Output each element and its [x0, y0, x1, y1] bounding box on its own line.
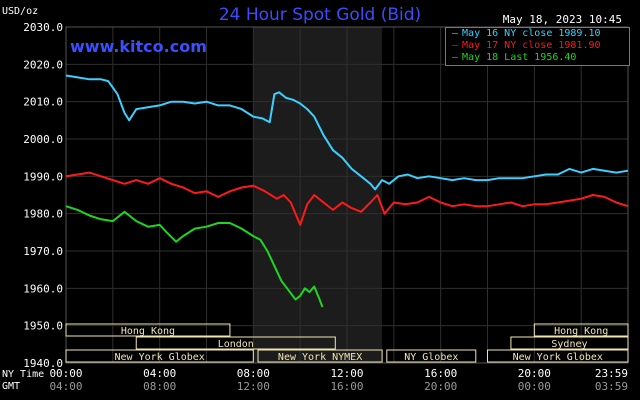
x-tick-label-ny: 12:00: [330, 367, 363, 380]
legend-item: – May 17 NY close 1981.90: [446, 40, 629, 52]
x-tick-label-gmt: 20:00: [424, 380, 457, 393]
legend-label: May 16 NY close 1989.10: [462, 28, 601, 39]
legend-label: May 18 Last 1956.40: [462, 52, 577, 63]
y-tick-label: 2030.0: [23, 21, 63, 34]
y-tick-label: 2010.0: [23, 96, 63, 109]
session-label: NY Globex: [404, 352, 458, 363]
x-tick-label-gmt: 08:00: [143, 380, 176, 393]
y-tick-label: 1980.0: [23, 208, 63, 221]
chart-legend: – May 16 NY close 1989.10 – May 17 NY clos…: [445, 27, 630, 66]
y-tick-label: 1990.0: [23, 170, 63, 183]
y-tick-label: 1950.0: [23, 320, 63, 333]
legend-dash-icon: –: [452, 40, 459, 51]
chart-title: 24 Hour Spot Gold (Bid): [218, 5, 422, 25]
x-tick-label-ny: 20:00: [518, 367, 551, 380]
legend-dash-icon: –: [452, 28, 459, 39]
session-label: New York NYMEX: [278, 352, 362, 363]
series-line-0: [65, 74, 629, 191]
y-tick-label: 1940.0: [23, 357, 63, 370]
y-tick-label: 2000.0: [23, 133, 63, 146]
brand-logo-text: www.kitco.com: [70, 37, 207, 56]
nymex-highlight-band: [253, 27, 383, 363]
series-line-2: [65, 205, 324, 308]
x-tick-label-gmt: 00:00: [518, 380, 551, 393]
session-label: New York Globex: [115, 352, 205, 363]
session-box: [533, 323, 629, 337]
legend-label: May 17 NY close 1981.90: [462, 40, 601, 51]
session-box: [135, 336, 336, 350]
session-label: Sydney: [551, 339, 587, 350]
ny-time-label: NY Time: [2, 369, 45, 380]
y-tick-label: 1970.0: [23, 245, 63, 258]
session-box: [487, 349, 629, 363]
units-label: USD/oz: [2, 6, 39, 17]
session-label: New York Globex: [513, 352, 603, 363]
x-tick-label-ny: 08:00: [237, 367, 270, 380]
session-box: [386, 349, 477, 363]
plot-border: [65, 26, 629, 364]
timestamp: May 18, 2023 10:45: [502, 13, 622, 26]
x-tick-label-ny: 00:00: [49, 367, 82, 380]
session-box: [257, 349, 383, 363]
x-tick-label-ny: 16:00: [424, 367, 457, 380]
x-tick-label-gmt: 04:00: [49, 380, 82, 393]
session-box: [65, 323, 231, 337]
gmt-label: GMT: [2, 381, 21, 392]
y-tick-label: 1960.0: [23, 282, 63, 295]
legend-item: – May 16 NY close 1989.10: [446, 28, 629, 40]
y-tick-label: 2020.0: [23, 58, 63, 71]
session-box: [65, 349, 254, 363]
x-tick-label-gmt: 03:59: [595, 380, 628, 393]
x-tick-label-gmt: 12:00: [237, 380, 270, 393]
legend-item: – May 18 Last 1956.40: [446, 52, 629, 64]
session-label: Hong Kong: [121, 326, 175, 337]
x-tick-label-ny: 23:59: [595, 367, 628, 380]
x-tick-label-ny: 04:00: [143, 367, 176, 380]
x-tick-label-gmt: 16:00: [330, 380, 363, 393]
session-label: London: [218, 339, 254, 350]
session-label: Hong Kong: [554, 326, 608, 337]
series-line-1: [65, 171, 629, 226]
session-box: [510, 336, 629, 350]
legend-dash-icon: –: [452, 52, 459, 63]
